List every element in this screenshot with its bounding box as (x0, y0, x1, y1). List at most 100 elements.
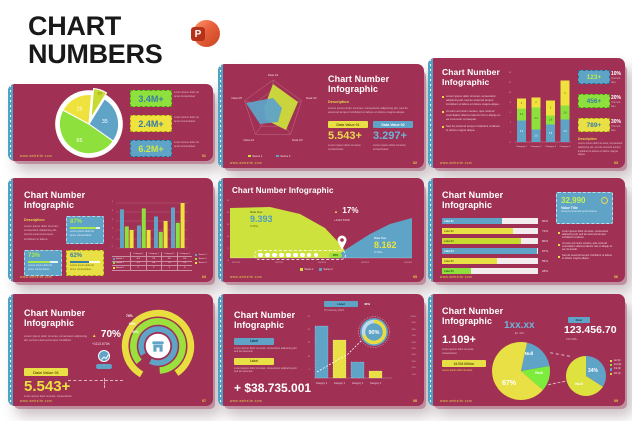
slide-9-pies: Chart Number Infographic 1xx.xx Err 404 … (428, 294, 625, 406)
page-title-line1: CHART (28, 11, 121, 41)
slide-title-line1: Chart Number (328, 74, 390, 84)
bar-percent: 28% (542, 269, 549, 273)
legend-item-series1: Series 1 (248, 154, 262, 158)
slide-edge-strip (8, 294, 13, 406)
slide-edge-strip (428, 178, 433, 282)
stat-desc-2: Lorem ipsum dolor sit amet consectetuer (174, 116, 199, 123)
stat-note: Your text here (611, 77, 621, 84)
slide-title-line2: Infographic (24, 200, 75, 211)
badge-label: 34.533 Million (453, 361, 475, 366)
stat-value-2: 3.297+ (373, 130, 407, 142)
ring-label-50: 50% (132, 330, 139, 334)
pie-slice-olive (90, 87, 108, 119)
pct-desc: Lorem ipsum dolor sit amet, consectetuer… (70, 230, 94, 237)
description-label: Description: (24, 218, 45, 222)
slide-8-bars-gauge: Chart Number Infographic Label Lorem ips… (218, 294, 424, 406)
radar-axis-label: Data 05 (231, 96, 242, 100)
page-number: 01 (202, 154, 206, 158)
pie-slice-green (58, 109, 114, 155)
slide-title-line2: Infographic (442, 316, 493, 327)
slide-edge-strip (218, 178, 223, 282)
data-sub: 6.722+ (374, 250, 383, 254)
stat-percent: 10% (611, 71, 622, 77)
connector-pill (96, 364, 112, 369)
top-badge-pct: 40% (364, 302, 371, 306)
powerpoint-icon-letter: P (191, 27, 205, 41)
description-text: Lorem ipsum dolor sit amet, consectetur … (578, 142, 623, 157)
progress-fill: Label 06 (442, 268, 471, 274)
dots-capsule: 98% (254, 250, 346, 260)
dot (258, 252, 263, 258)
x-label: 04/2023 (361, 262, 369, 264)
radar-axis-label: Data 02 (306, 96, 317, 100)
description-text: Lorem ipsum dolor sit amet, consectetur … (24, 224, 59, 241)
top-badge-date: 07 February 2023 (324, 309, 344, 312)
top-badge: Label (324, 301, 358, 307)
area-series-2 (334, 218, 412, 258)
svg-text:1.8: 1.8 (549, 119, 553, 122)
table-header-row: Category 1 Category 2 Category 3 Categor… (112, 252, 192, 256)
data-label: Data Two (374, 236, 387, 240)
progress-fill: Label 05 (442, 258, 497, 264)
dot (299, 252, 305, 258)
footer-url: www.website.com (20, 275, 53, 279)
stat-desc: Lorem ipsum dolor sit amet, consectetuer… (24, 395, 73, 398)
slide-title: Chart Number Infographic (24, 190, 85, 211)
callout-percent: 17% (342, 206, 359, 215)
bar-percent: 80% (542, 239, 549, 243)
slide-title-line1: Chart Number (24, 190, 86, 200)
descending-bar-chart: Category 4 Category 1 Category 2 Categor… (314, 325, 392, 385)
area-series-1 (230, 207, 346, 258)
dot (278, 252, 284, 258)
pie-slice-blue (586, 356, 606, 387)
pie-slice-blue (88, 98, 120, 142)
grouped-bar-chart (116, 202, 188, 249)
slide-edge-strip (8, 178, 13, 282)
pct-desc: Lorem ipsum dolor sit amet, consectetuer… (28, 264, 52, 271)
data-value: 8.162 (374, 240, 397, 250)
data-sub: 5.953+ (250, 224, 259, 228)
badge-label: Over (575, 317, 583, 322)
bullet-item: Sed do eiusmod tempor incididunt ut labo… (442, 124, 502, 132)
svg-text:5: 5 (564, 92, 566, 95)
stat-box-1: 123+ (578, 70, 610, 84)
ring-label-70: 70% (126, 314, 133, 318)
small-pie-chart: 34% Null (565, 356, 606, 396)
ring-label-65: 65% (129, 322, 136, 326)
pie-percent: 34% (588, 368, 599, 374)
stat-sub: Err 404 (514, 331, 524, 335)
pct-desc: Lorem ipsum dolor sit amet, consectetuer… (70, 264, 94, 271)
progress-track: Label 01 (442, 218, 538, 224)
slide-title-line2: Infographic (24, 318, 75, 329)
stat-percent: 20% (611, 95, 622, 101)
footer-url: www.website.com (440, 161, 473, 165)
pie-label-olive: 10 (98, 91, 102, 95)
x-category-label: Category 2 (352, 382, 364, 385)
value-sub: Analyze financial performance (561, 210, 598, 213)
pie-slice-yellow (492, 341, 543, 400)
bar-percent: 97% (542, 249, 549, 253)
description-label: Description (578, 137, 597, 141)
stat-1xx: 1xx.xx Err 404 (504, 320, 535, 335)
progress-track: Label 06 (442, 268, 538, 274)
pct-box-73: 73% Lorem ipsum dolor sit amet, consecte… (24, 250, 62, 276)
x-category-label: Category 1 (516, 145, 527, 148)
footer-url: www.website.com (20, 154, 53, 158)
progress-track: Label 02 (442, 228, 538, 234)
table-header: Category 1 (130, 252, 146, 256)
bar-group-3: 3.5 1.8 3 (546, 100, 555, 142)
bar-group-1: 4.3 2.4 2 (517, 98, 526, 142)
progress-fill: Label 04 (442, 248, 538, 254)
bar-percent: 55% (542, 259, 549, 263)
stat-box-1: 3.4M+ (130, 90, 172, 107)
progress-fill: Label 02 (442, 228, 514, 234)
svg-text:2: 2 (535, 101, 537, 104)
stat-desc-1: Lorem ipsum dolor sit amet consectetuer (174, 91, 199, 98)
progress-track: Label 04 (442, 248, 538, 254)
stat-desc-3: Lorem ipsum dolor sit amet consectetuer (174, 141, 199, 148)
bar-group-4: 4.5 2.8 5 (560, 80, 570, 142)
dashed-connector-right (105, 380, 123, 381)
stat-note: Your text here (611, 125, 621, 132)
pie-label-yellow: 25 (77, 106, 83, 112)
slide-4-grouped-bars: Chart Number Infographic Description: Lo… (8, 178, 213, 282)
